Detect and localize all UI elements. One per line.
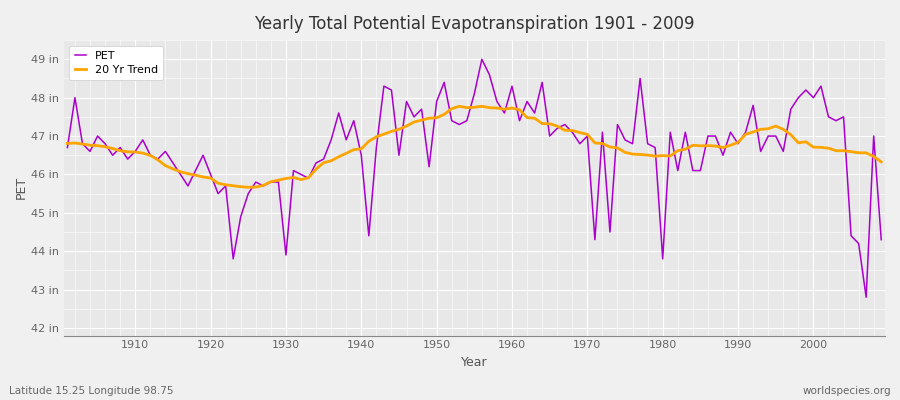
- Legend: PET, 20 Yr Trend: PET, 20 Yr Trend: [69, 46, 164, 80]
- 20 Yr Trend: [243, 185, 254, 190]
- 20 Yr Trend: [612, 146, 623, 150]
- 20 Yr Trend: [122, 150, 133, 154]
- PET: [507, 84, 517, 88]
- 20 Yr Trend: [514, 107, 525, 112]
- PET: [122, 157, 133, 162]
- PET: [876, 237, 886, 242]
- PET: [62, 145, 73, 150]
- 20 Yr Trend: [454, 104, 464, 109]
- Line: PET: PET: [68, 59, 881, 297]
- 20 Yr Trend: [295, 177, 306, 182]
- PET: [860, 295, 871, 300]
- Line: 20 Yr Trend: 20 Yr Trend: [68, 106, 881, 187]
- Y-axis label: PET: PET: [15, 176, 28, 200]
- Text: worldspecies.org: worldspecies.org: [803, 386, 891, 396]
- PET: [605, 230, 616, 234]
- PET: [288, 168, 299, 173]
- PET: [476, 57, 487, 62]
- X-axis label: Year: Year: [461, 356, 488, 369]
- 20 Yr Trend: [341, 151, 352, 156]
- PET: [333, 111, 344, 116]
- 20 Yr Trend: [522, 115, 533, 120]
- PET: [514, 118, 525, 123]
- 20 Yr Trend: [62, 141, 73, 146]
- Title: Yearly Total Potential Evapotranspiration 1901 - 2009: Yearly Total Potential Evapotranspiratio…: [254, 15, 695, 33]
- 20 Yr Trend: [876, 160, 886, 164]
- Text: Latitude 15.25 Longitude 98.75: Latitude 15.25 Longitude 98.75: [9, 386, 174, 396]
